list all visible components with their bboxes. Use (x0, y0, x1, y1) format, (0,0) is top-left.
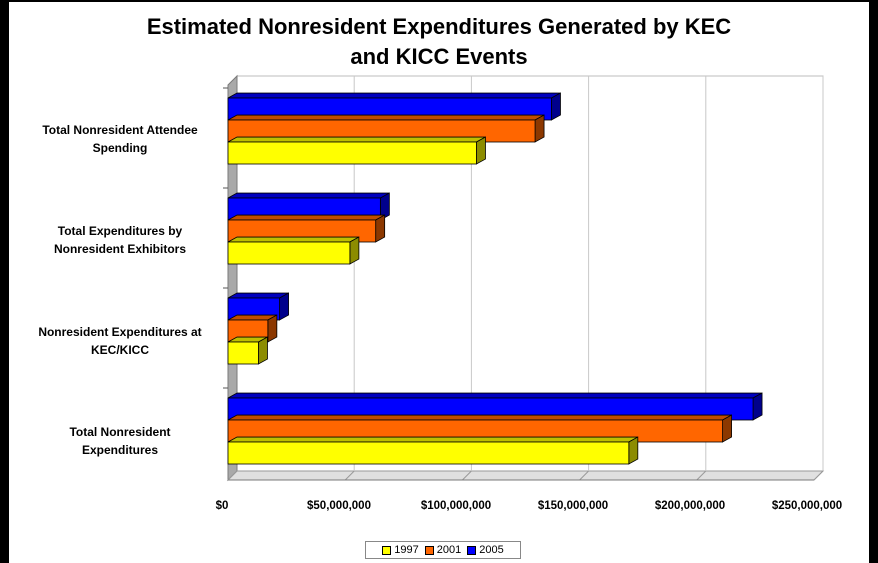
bar-end-1997-cat3 (628, 436, 639, 465)
bar-top-2001-cat3 (227, 414, 732, 421)
x-floor-tick-5 (813, 470, 824, 481)
x-floor-tick-4 (696, 470, 707, 481)
bar-top-1997-cat1 (227, 236, 360, 243)
category-label-0-line-1: Total Nonresident Attendee (42, 123, 198, 137)
x-tick-2: $100,000,000 (420, 500, 492, 512)
bar-end-1997-cat1 (349, 236, 360, 265)
chart-title-line-2: and KICC Events (350, 44, 528, 69)
bar-1997-cat1 (227, 241, 351, 265)
bar-end-2005-cat2 (279, 292, 289, 321)
bar-1997-cat3 (227, 441, 630, 465)
bar-end-1997-cat2 (258, 336, 268, 365)
category-label-3: Total Nonresident Expenditures (20, 423, 220, 459)
bar-end-2005-cat0 (551, 92, 561, 121)
category-label-0: Total Nonresident Attendee Spending (20, 121, 220, 157)
bar-top-2005-cat1 (227, 192, 390, 199)
bar-1997-cat0 (227, 141, 477, 165)
x-floor-tick-3 (579, 470, 589, 481)
legend-item-2001: 2001 (424, 544, 462, 556)
x-tick-3: $150,000,000 (537, 500, 609, 512)
legend-swatch-1997 (382, 545, 392, 555)
x-floor-tick-1 (344, 470, 355, 481)
category-label-1-line-2: Nonresident Exhibitors (53, 242, 187, 256)
x-floor-tick-2 (462, 470, 472, 481)
category-label-1: Total Expenditures by Nonresident Exhibi… (20, 222, 220, 258)
bar-end-2001-cat0 (534, 114, 545, 143)
legend-label-1997: 1997 (394, 544, 419, 556)
bar-top-2005-cat2 (227, 292, 289, 299)
legend-item-1997: 1997 (382, 544, 419, 556)
bar-end-2001-cat3 (722, 414, 732, 443)
legend-label-2001: 2001 (436, 544, 462, 556)
plot-floor (226, 470, 825, 481)
bar-end-1997-cat0 (476, 136, 486, 165)
category-label-2-line-2: KEC/KICC (90, 343, 149, 357)
bar-top-2005-cat0 (227, 92, 561, 99)
category-label-1-line-1: Total Expenditures by (57, 224, 183, 238)
x-tick-1: $50,000,000 (307, 500, 371, 512)
bar-end-2005-cat3 (752, 392, 763, 421)
bar-top-2005-cat3 (227, 392, 763, 399)
legend-item-2005: 2005 (467, 544, 504, 556)
category-label-2: Nonresident Expenditures at KEC/KICC (20, 323, 220, 359)
legend-swatch-2001 (424, 545, 434, 555)
bar-end-2001-cat1 (375, 214, 386, 243)
bar-top-1997-cat3 (227, 436, 639, 443)
bar-end-2001-cat2 (267, 314, 278, 343)
x-tick-5: $250,000,000 (771, 500, 843, 512)
chart-legend: 1997 2001 2005 (365, 541, 521, 559)
category-label-3-line-2: Expenditures (81, 443, 159, 457)
x-tick-4: $200,000,000 (654, 500, 726, 512)
bar-top-2001-cat1 (227, 214, 385, 221)
bar-top-2001-cat0 (227, 114, 545, 121)
x-floor-tick-0 (227, 470, 238, 481)
legend-swatch-2005 (467, 545, 477, 555)
category-label-2-line-1: Nonresident Expenditures at (38, 325, 202, 339)
legend-label-2005: 2005 (479, 544, 504, 556)
category-label-3-line-1: Total Nonresident (69, 425, 171, 439)
x-tick-0: $0 (215, 500, 229, 512)
bar-1997-cat2 (227, 341, 259, 365)
chart-title-line-1: Estimated Nonresident Expenditures Gener… (146, 14, 732, 39)
bar-top-1997-cat0 (227, 136, 486, 143)
category-label-0-line-2: Spending (92, 141, 148, 155)
